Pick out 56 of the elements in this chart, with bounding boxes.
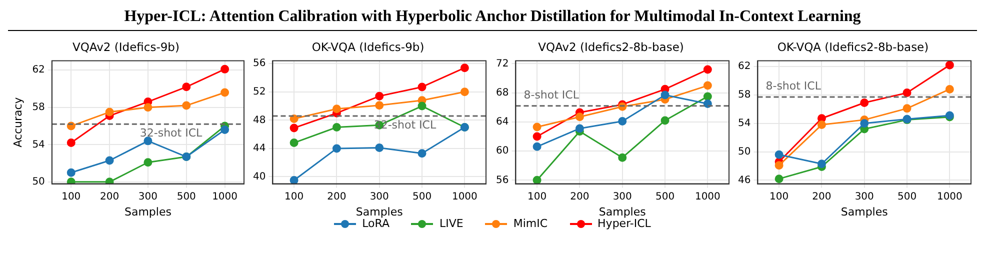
x-tick-label: 500 bbox=[897, 191, 917, 202]
legend-label: MimIC bbox=[513, 217, 548, 230]
x-tick-label: 1000 bbox=[212, 191, 238, 202]
x-tick-label: 100 bbox=[62, 191, 81, 202]
x-tick-label: 200 bbox=[100, 191, 120, 202]
x-axis-title: Samples bbox=[598, 205, 646, 218]
y-tick-label: 56 bbox=[496, 174, 508, 186]
y-tick-label: 50 bbox=[738, 146, 751, 158]
y-tick-label: 56 bbox=[253, 58, 266, 70]
chart-subtitle: VQAv2 (Idefics2-8b-base) bbox=[538, 40, 684, 54]
x-tick-label: 200 bbox=[327, 191, 347, 202]
x-tick-label: 200 bbox=[570, 191, 589, 202]
ref-line-label: 8-shot ICL bbox=[523, 88, 580, 102]
y-tick-label: 68 bbox=[496, 87, 508, 98]
x-tick-label: 300 bbox=[370, 191, 390, 202]
y-tick-label: 62 bbox=[32, 64, 45, 76]
chart-subtitle: VQAv2 (Idefics-9b) bbox=[72, 40, 180, 54]
text: Hyper-ICL: Attention Calibration with Hyperbolic Anchor Distillation for Multimodal In-Context Learning bbox=[8, 8, 977, 31]
y-tick-label: 50 bbox=[32, 176, 45, 188]
chart-subtitle: OK-VQA (Idefics2-8b-base) bbox=[777, 40, 929, 54]
x-tick-label: 1000 bbox=[694, 191, 720, 202]
legend-label: LoRA bbox=[362, 217, 390, 230]
x-tick-label: 1000 bbox=[452, 191, 478, 202]
y-tick-label: 62 bbox=[738, 61, 751, 72]
x-tick-label: 100 bbox=[527, 191, 546, 202]
y-tick-label: 58 bbox=[32, 102, 45, 113]
y-tick-label: 54 bbox=[738, 118, 751, 129]
chart-subtitle: OK-VQA (Idefics-9b) bbox=[312, 40, 425, 54]
y-tick-label: 64 bbox=[496, 116, 508, 128]
y-tick-label: 52 bbox=[253, 86, 266, 98]
x-tick-label: 300 bbox=[138, 191, 158, 202]
x-tick-label: 500 bbox=[412, 191, 432, 202]
x-axis-title: Samples bbox=[356, 205, 404, 218]
y-tick-label: 48 bbox=[253, 114, 266, 126]
x-tick-label: 100 bbox=[769, 191, 789, 202]
x-tick-label: 300 bbox=[854, 191, 874, 202]
x-tick-label: 300 bbox=[612, 191, 632, 202]
y-axis-title: Accuracy bbox=[11, 96, 24, 148]
x-axis-title: Samples bbox=[124, 205, 172, 218]
y-tick-label: 44 bbox=[253, 143, 266, 154]
y-tick-label: 46 bbox=[738, 174, 751, 186]
y-tick-label: 54 bbox=[32, 139, 45, 150]
y-tick-label: 40 bbox=[253, 171, 266, 182]
y-tick-label: 72 bbox=[496, 58, 508, 70]
y-tick-label: 60 bbox=[496, 146, 508, 157]
x-tick-label: 500 bbox=[176, 191, 196, 202]
x-tick-label: 500 bbox=[655, 191, 674, 202]
x-tick-label: 200 bbox=[812, 191, 832, 202]
x-tick-label: 100 bbox=[284, 191, 304, 202]
legend-label: Hyper-ICL bbox=[598, 217, 651, 230]
legend-label: LIVE bbox=[439, 217, 464, 230]
ref-line-label: 32-shot ICL bbox=[140, 126, 204, 140]
ref-line-label: 8-shot ICL bbox=[766, 79, 822, 92]
x-axis-title: Samples bbox=[840, 205, 888, 218]
y-tick-label: 58 bbox=[738, 90, 751, 101]
x-tick-label: 1000 bbox=[936, 191, 962, 202]
